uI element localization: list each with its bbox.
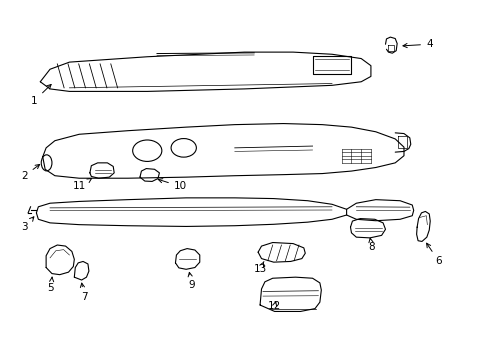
Text: 12: 12: [267, 301, 281, 311]
Text: 8: 8: [368, 238, 374, 252]
Text: 2: 2: [21, 165, 40, 181]
Text: 5: 5: [47, 277, 54, 293]
Text: 1: 1: [31, 85, 51, 106]
Text: 13: 13: [253, 261, 266, 274]
Text: 3: 3: [21, 217, 34, 232]
Text: 7: 7: [80, 283, 87, 302]
Text: 4: 4: [402, 39, 432, 49]
Text: 6: 6: [426, 243, 442, 266]
Text: 9: 9: [188, 273, 195, 291]
Text: 11: 11: [72, 179, 91, 192]
Text: 10: 10: [158, 179, 186, 192]
